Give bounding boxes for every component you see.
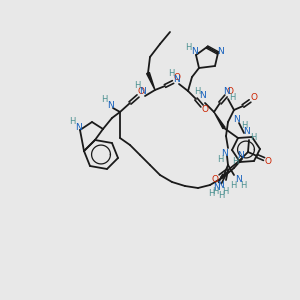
Text: O: O — [226, 86, 233, 95]
Text: H: H — [240, 182, 246, 190]
Text: H: H — [194, 86, 200, 95]
Text: N: N — [218, 46, 224, 56]
Text: N: N — [200, 92, 206, 100]
Polygon shape — [147, 72, 155, 90]
Text: N: N — [174, 74, 180, 83]
Text: H: H — [217, 154, 223, 164]
Text: N: N — [237, 152, 243, 160]
Text: H: H — [232, 158, 238, 166]
Text: O: O — [202, 106, 208, 115]
Text: N: N — [243, 128, 249, 136]
Polygon shape — [214, 112, 225, 129]
Text: O: O — [265, 158, 272, 166]
Text: N: N — [140, 86, 146, 95]
Text: H: H — [229, 92, 235, 101]
Text: O: O — [250, 92, 257, 101]
Text: N: N — [218, 181, 224, 190]
Text: H: H — [212, 188, 218, 196]
Text: H: H — [208, 190, 214, 199]
Text: O: O — [173, 74, 181, 82]
Text: O: O — [212, 176, 218, 184]
Text: H: H — [101, 95, 107, 104]
Text: N: N — [222, 148, 228, 158]
Text: H: H — [134, 82, 140, 91]
Text: N: N — [76, 124, 82, 133]
Text: H: H — [185, 43, 191, 52]
Text: H: H — [218, 190, 224, 200]
Text: H: H — [250, 134, 256, 142]
Text: N: N — [106, 101, 113, 110]
Text: N: N — [223, 88, 230, 97]
Text: N: N — [235, 175, 242, 184]
Text: H: H — [241, 122, 247, 130]
Text: H: H — [230, 182, 236, 190]
Text: H: H — [168, 70, 174, 79]
Text: N: N — [234, 116, 240, 124]
Text: H: H — [69, 118, 75, 127]
Text: N: N — [190, 47, 197, 56]
Text: H: H — [222, 188, 228, 196]
Text: N: N — [214, 184, 220, 193]
Text: O: O — [137, 88, 145, 97]
